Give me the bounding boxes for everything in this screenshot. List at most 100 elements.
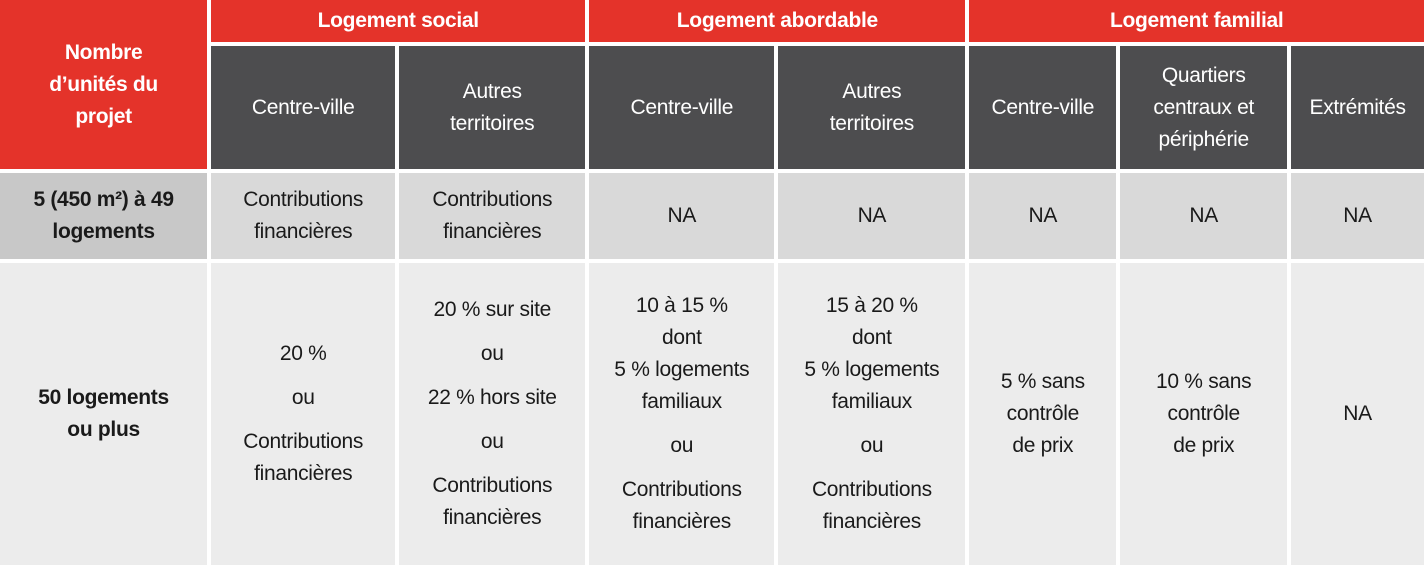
text-line: NA [1028, 204, 1058, 227]
paragraph: Contributions financières [399, 470, 585, 534]
text-line: financières [632, 510, 732, 533]
text-line: Contributions [243, 430, 364, 453]
text-line: Autres [462, 79, 522, 103]
text-line: ou [670, 434, 694, 457]
text-line: financières [443, 506, 542, 529]
text-line: familiaux [641, 390, 722, 413]
text-line: NA [1343, 204, 1372, 227]
text-line: financières [254, 220, 353, 243]
cell: Contributions financières [211, 173, 396, 259]
text-line: ou [291, 386, 315, 409]
paragraph: NA [778, 200, 965, 232]
column-header: Autres territoires [399, 46, 586, 169]
text-line: 15 à 20 % [825, 294, 918, 317]
data-row: 5 (450 m²) à 49 logements Contributions fin… [0, 173, 1424, 259]
paragraph: 15 à 20 % dont 5 % logements familiaux [778, 290, 965, 418]
text-line: d’unités du [49, 72, 158, 96]
column-header: Autres territoires [778, 46, 966, 169]
group-header: Logement familial [969, 0, 1424, 42]
corner-header: Nombre d’unités du projet [0, 0, 208, 169]
text-line: financières [254, 462, 353, 485]
paragraph: NA [1291, 398, 1424, 430]
paragraph: NA [1120, 200, 1287, 232]
text-line: dont [852, 326, 892, 349]
text-line: ou plus [67, 418, 140, 441]
cell: NA [778, 173, 966, 259]
paragraph: ou [778, 430, 965, 462]
text-line: Contributions [432, 474, 553, 497]
paragraph: 10 % sans contrôle de prix [1120, 366, 1287, 462]
text-line: 10 à 15 % [635, 294, 728, 317]
text-line: familiaux [831, 390, 912, 413]
row-label: 50 logements ou plus [0, 263, 208, 565]
paragraph: NA [969, 200, 1116, 232]
text-line: NA [857, 204, 887, 227]
text-line: NA [1189, 204, 1218, 227]
text-line: 5 (450 m²) à 49 [33, 188, 174, 211]
text-line: ou [480, 342, 504, 365]
text-line: Centre-ville [630, 95, 734, 119]
paragraph: Contributions financières [589, 474, 774, 538]
paragraph: ou [211, 382, 395, 414]
cell: NA [1291, 263, 1424, 565]
text-line: 50 logements [38, 386, 169, 409]
column-header: Extrémités [1291, 46, 1424, 169]
paragraph: Contributions financières [778, 474, 965, 538]
text-line: Contributions [621, 478, 742, 501]
text-line: Quartiers [1161, 63, 1246, 87]
text-line: 5 % logements [804, 358, 940, 381]
column-header: Quartiers centraux et périphérie [1120, 46, 1288, 169]
column-header: Centre-ville [589, 46, 775, 169]
cell: 10 % sans contrôle de prix [1120, 263, 1288, 565]
paragraph: Contributions financières [399, 184, 585, 248]
paragraph: Contributions financières [211, 184, 395, 248]
column-header: Centre-ville [211, 46, 396, 169]
paragraph: NA [589, 200, 774, 232]
row-label: 5 (450 m²) à 49 logements [0, 173, 208, 259]
text-line: financières [443, 220, 542, 243]
group-header: Logement social [211, 0, 586, 42]
cell: 15 à 20 % dont 5 % logements familiaux ou Con… [778, 263, 966, 565]
cell: NA [1120, 173, 1288, 259]
cell: NA [1291, 173, 1424, 259]
text-line: territoires [829, 111, 915, 135]
cell: NA [589, 173, 775, 259]
paragraph: 20 % [211, 338, 395, 370]
text-line: contrôle [1006, 402, 1080, 425]
text-line: contrôle [1167, 402, 1241, 425]
text-line: 10 % sans [1156, 370, 1252, 393]
text-line: ou [480, 430, 504, 453]
text-line: 20 % [279, 342, 327, 365]
cell: 10 à 15 % dont 5 % logements familiaux ou Con… [589, 263, 775, 565]
text-line: 5 % sans [1000, 370, 1085, 393]
cell: 5 % sans contrôle de prix [969, 263, 1117, 565]
paragraph: ou [399, 426, 585, 458]
paragraph: 10 à 15 % dont 5 % logements familiaux [589, 290, 774, 418]
text-line: Nombre [64, 40, 143, 64]
text-line: logements [52, 220, 155, 243]
text-line: périphérie [1158, 127, 1249, 151]
paragraph: ou [399, 338, 585, 370]
column-header: Centre-ville [969, 46, 1117, 169]
paragraph: ou [589, 430, 774, 462]
text-line: Centre-ville [251, 95, 355, 119]
text-line: de prix [1173, 434, 1235, 457]
text-line: centraux et [1153, 95, 1254, 119]
text-line: Contributions [243, 188, 364, 211]
group-header: Logement abordable [589, 0, 966, 42]
text-line: Extrémités [1309, 95, 1406, 119]
text-line: projet [75, 104, 132, 128]
cell: NA [969, 173, 1117, 259]
paragraph: NA [1291, 200, 1424, 232]
text-line: territoires [450, 111, 535, 135]
data-row: 50 logements ou plus 20 % ou Contributions fi… [0, 263, 1424, 565]
text-line: 20 % sur site [433, 298, 552, 321]
cell: 20 % sur site ou 22 % hors site ou Contribut… [399, 263, 586, 565]
paragraph: 5 % sans contrôle de prix [969, 366, 1116, 462]
text-line: Contributions [811, 478, 932, 501]
text-line: 22 % hors site [427, 386, 557, 409]
text-line: ou [860, 434, 884, 457]
text-line: 5 % logements [614, 358, 750, 381]
